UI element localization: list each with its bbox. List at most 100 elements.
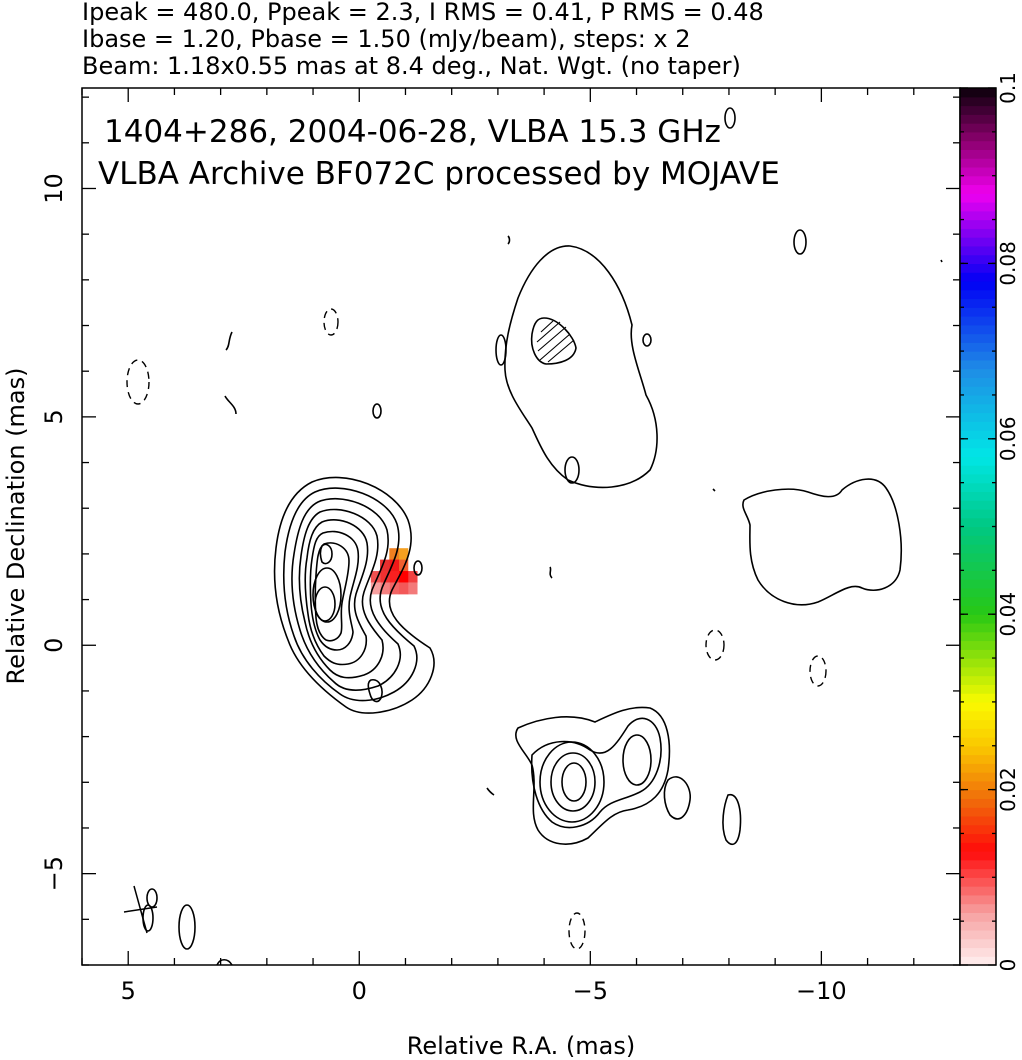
colorbar-step	[960, 324, 996, 335]
colorbar-step	[960, 570, 996, 580]
colorbar-step	[960, 886, 996, 896]
colorbar-step	[960, 815, 996, 826]
colorbar-step	[960, 96, 996, 107]
colorbar-step	[960, 351, 996, 361]
colorbar-step	[960, 88, 996, 98]
y-tick-label: 10	[40, 173, 68, 204]
x-tick-label: 5	[121, 977, 136, 1005]
colorbar-step	[960, 684, 996, 694]
colorbar-step	[960, 649, 996, 659]
colorbar-tick-label: 0.06	[996, 417, 1020, 462]
y-tick-label: −5	[40, 856, 68, 891]
colorbar-step	[960, 526, 996, 536]
north-component-outer	[504, 245, 658, 489]
south-component-5	[561, 762, 587, 802]
colorbar-step	[960, 131, 996, 142]
colorbar	[960, 88, 996, 966]
south-component-6	[622, 734, 652, 786]
colorbar-step	[960, 105, 996, 115]
pol-pixel	[389, 571, 400, 583]
core-contour-4	[298, 508, 384, 679]
colorbar-step	[960, 579, 996, 589]
colorbar-step	[960, 719, 996, 729]
pol-pixel	[389, 559, 400, 572]
colorbar-step	[960, 938, 996, 949]
colorbar-step	[960, 903, 996, 913]
core-contour-6	[309, 530, 360, 651]
colorbar-step	[960, 772, 996, 782]
colorbar-step	[960, 833, 996, 843]
colorbar-step	[960, 280, 996, 291]
colorbar-step	[960, 465, 996, 475]
colorbar-step	[960, 447, 996, 457]
colorbar-step	[960, 289, 996, 300]
blob-c	[793, 229, 807, 255]
colorbar-step	[960, 798, 996, 808]
colorbar-step	[960, 745, 996, 756]
colorbar-step	[960, 149, 996, 159]
colorbar-step	[960, 219, 996, 229]
colorbar-step	[960, 158, 996, 168]
colorbar-step	[960, 412, 996, 422]
header-line-3: Beam: 1.18x0.55 mas at 8.4 deg., Nat. Wg…	[82, 52, 741, 80]
colorbar-step	[960, 824, 996, 835]
core-contour-8	[312, 567, 342, 623]
colorbar-step	[960, 877, 996, 887]
colorbar-tick-label: 0	[996, 959, 1020, 972]
colorbar-step	[960, 947, 996, 957]
colorbar-step	[960, 789, 996, 799]
south-blob-2	[722, 794, 742, 846]
plot-title-line-2: VLBA Archive BF072C processed by MOJAVE	[98, 156, 780, 192]
colorbar-step	[960, 377, 996, 387]
pol-pixel	[370, 571, 381, 583]
negative-contour-1	[126, 359, 150, 405]
blob-m	[216, 958, 233, 966]
blob-i	[549, 566, 553, 579]
x-tick-label: 0	[352, 977, 367, 1005]
colorbar-step	[960, 894, 996, 905]
colorbar-step	[960, 728, 996, 738]
north-blob-1	[495, 334, 507, 366]
colorbar-step	[960, 175, 996, 186]
colorbar-step	[960, 482, 996, 493]
colorbar-step	[960, 675, 996, 685]
colorbar-tick-label: 0.1	[996, 72, 1020, 104]
blob-k	[712, 488, 716, 492]
core-contour-9	[314, 586, 336, 622]
negative-contour-4	[809, 655, 827, 687]
plot-frame	[81, 87, 961, 966]
negative-contour-3	[705, 629, 725, 661]
colorbar-step	[960, 710, 996, 721]
colorbar-step	[960, 254, 996, 264]
beam-ellipse	[123, 885, 158, 934]
header-line-2: Ibase = 1.20, Pbase = 1.50 (mJy/beam), s…	[82, 25, 691, 53]
west-component	[742, 478, 903, 606]
colorbar-step	[960, 658, 996, 668]
colorbar-step	[960, 535, 996, 545]
colorbar-step	[960, 587, 996, 598]
colorbar-step	[960, 166, 996, 177]
south-component-2	[530, 717, 662, 829]
colorbar-step	[960, 561, 996, 571]
y-tick-label: 0	[40, 638, 68, 653]
colorbar-step	[960, 237, 996, 247]
colorbar-step	[960, 754, 996, 764]
colorbar-step	[960, 605, 996, 615]
colorbar-step	[960, 500, 996, 510]
colorbar-step	[960, 640, 996, 650]
colorbar-step	[960, 859, 996, 870]
colorbar-step	[960, 316, 996, 326]
colorbar-step	[960, 517, 996, 528]
colorbar-step	[960, 491, 996, 501]
core-bump-north	[319, 543, 333, 565]
colorbar-tick-label: 0.08	[996, 241, 1020, 286]
header-line-1: Ipeak = 480.0, Ppeak = 2.3, I RMS = 0.41…	[82, 0, 764, 26]
colorbar-step	[960, 850, 996, 861]
pol-pixel	[398, 548, 409, 561]
colorbar-tick-label: 0.04	[996, 592, 1020, 637]
core-contour-2	[282, 487, 418, 702]
pol-pixel	[407, 582, 418, 595]
colorbar-step	[960, 298, 996, 308]
pol-pixel	[380, 559, 390, 572]
